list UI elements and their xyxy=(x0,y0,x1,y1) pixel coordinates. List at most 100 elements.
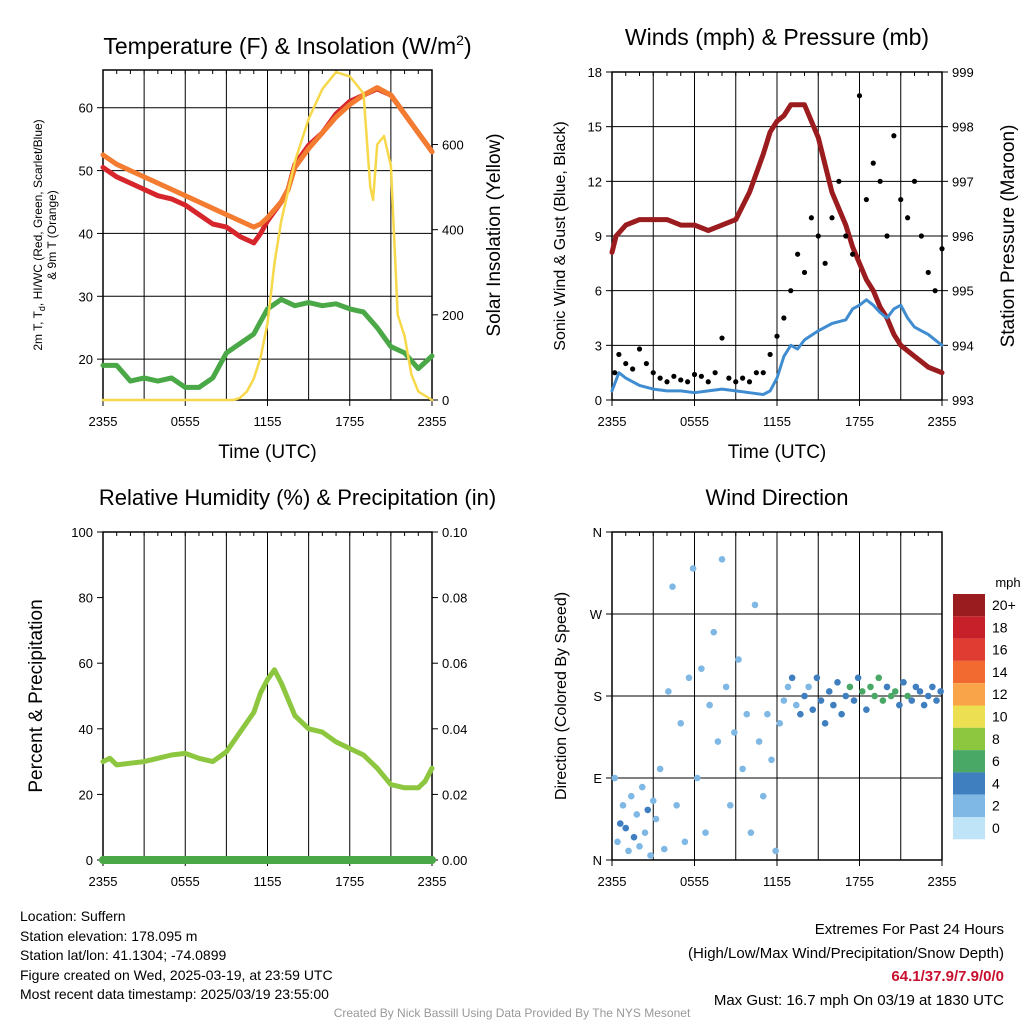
x-tick-label: 0555 xyxy=(680,874,709,889)
x-axis-label: Time (UTC) xyxy=(218,442,317,463)
direction-point xyxy=(780,697,788,704)
y-tick-label: 15 xyxy=(588,120,602,135)
legend-swatch xyxy=(953,772,985,795)
x-tick-label: 2355 xyxy=(928,874,957,889)
temp-series-line xyxy=(100,85,435,230)
y-axis-label-line2: & 9m T (Orange) xyxy=(45,190,59,280)
direction-point xyxy=(649,797,657,805)
gust-point xyxy=(815,233,821,239)
direction-point xyxy=(850,697,858,704)
gust-point xyxy=(932,288,938,294)
y2-tick-label: 997 xyxy=(952,174,974,189)
gust-point xyxy=(939,246,945,252)
chart-title: Temperature (F) & Insolation (W/m2) xyxy=(103,32,471,59)
direction-point xyxy=(627,792,635,800)
direction-point xyxy=(887,692,895,700)
direction-point xyxy=(768,756,775,764)
y2-tick-label: 999 xyxy=(952,65,974,80)
direction-point xyxy=(702,829,709,836)
y2-tick-label: 996 xyxy=(952,229,974,244)
legend-label: 8 xyxy=(992,731,1000,747)
direction-point xyxy=(689,565,697,572)
legend-swatch xyxy=(953,750,985,773)
direction-point xyxy=(614,838,621,846)
direction-point xyxy=(644,806,652,814)
direction-point xyxy=(875,674,883,682)
direction-point xyxy=(842,692,850,700)
y-tick-label: 9 xyxy=(595,229,602,244)
direction-point xyxy=(718,556,726,563)
direction-point xyxy=(706,701,713,709)
x-tick-label: 2355 xyxy=(89,874,118,889)
direction-point xyxy=(722,683,730,691)
direction-point xyxy=(673,802,680,809)
legend-swatch xyxy=(953,817,985,840)
gust-point xyxy=(905,215,911,221)
y2-tick-label: 0.10 xyxy=(442,525,467,540)
direction-point xyxy=(871,692,878,700)
x-tick-label: 2355 xyxy=(598,414,627,429)
direction-point xyxy=(792,701,800,709)
direction-point xyxy=(933,697,940,704)
direction-point xyxy=(633,811,641,818)
direction-point xyxy=(879,697,887,704)
gust-point xyxy=(657,375,663,381)
y-tick-label: 60 xyxy=(79,101,93,116)
gust-point xyxy=(623,360,629,367)
direction-point xyxy=(834,679,841,686)
direction-point xyxy=(735,656,742,663)
x-tick-label: 0555 xyxy=(171,874,200,889)
gust-point xyxy=(788,288,794,294)
direction-point xyxy=(656,765,664,773)
y2-tick-label: 400 xyxy=(442,223,464,238)
direction-point xyxy=(854,674,862,682)
y-tick-label: 0 xyxy=(595,393,602,408)
extremes-title: Extremes For Past 24 Hours xyxy=(814,921,1004,938)
chart-title: Relative Humidity (%) & Precipitation (i… xyxy=(99,485,496,510)
gust-point xyxy=(753,370,759,376)
x-tick-label: 1155 xyxy=(254,874,282,889)
gust-point xyxy=(698,373,704,379)
direction-point xyxy=(788,674,796,682)
direction-point xyxy=(801,692,808,700)
direction-point xyxy=(924,692,932,700)
direction-point xyxy=(863,706,870,713)
direction-point xyxy=(681,838,689,846)
direction-point xyxy=(616,820,624,827)
direction-point xyxy=(710,628,718,636)
gust-point xyxy=(898,196,904,203)
y-tick-label: N xyxy=(593,525,602,540)
temp-series-line xyxy=(101,70,434,402)
direction-point xyxy=(630,833,638,841)
direction-point xyxy=(693,774,701,782)
direction-point xyxy=(764,710,771,718)
direction-point xyxy=(776,720,784,727)
y-tick-label: 12 xyxy=(588,174,602,189)
gust-point xyxy=(664,379,670,385)
x-tick-label: 1155 xyxy=(254,414,282,429)
y-tick-label: 100 xyxy=(71,525,93,540)
direction-point xyxy=(883,683,891,691)
y-axis-label: Percent & Precipitation xyxy=(26,599,47,792)
gust-point xyxy=(705,379,711,385)
gust-point xyxy=(616,351,622,358)
legend-label: 20+ xyxy=(992,597,1016,613)
direction-point xyxy=(625,847,632,855)
gust-point xyxy=(918,233,924,239)
direction-point xyxy=(751,601,759,609)
x-tick-label: 1155 xyxy=(763,874,791,889)
gust-point xyxy=(746,379,753,385)
direction-point xyxy=(825,688,833,695)
gust-point xyxy=(774,333,780,339)
chart-title: Wind Direction xyxy=(705,485,848,510)
y2-axis-label: Solar Insolation (Yellow) xyxy=(484,133,505,336)
y2-tick-label: 998 xyxy=(952,120,974,135)
station-location: Location: Suffern xyxy=(20,908,126,924)
gust-point xyxy=(678,377,684,383)
y-tick-label: 20 xyxy=(79,787,93,802)
temp-series-line xyxy=(100,296,435,390)
y-tick-label: 50 xyxy=(79,164,93,179)
gust-point xyxy=(691,371,698,378)
gust-point xyxy=(781,315,787,321)
title-end: ) xyxy=(464,33,472,59)
